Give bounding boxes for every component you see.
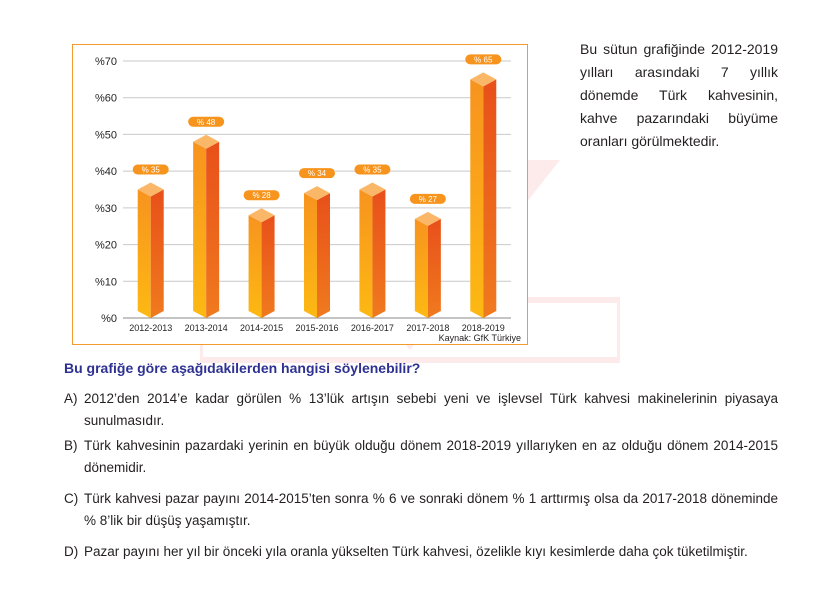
- value-label-bg: [188, 116, 225, 127]
- bar-side: [317, 193, 330, 318]
- bar-side: [261, 215, 275, 318]
- x-tick-label: 2013-2014: [185, 323, 228, 333]
- option-a[interactable]: A) 2012’den 2014’e kadar görülen % 13’lü…: [64, 388, 778, 432]
- x-tick-label: 2016-2017: [351, 323, 394, 333]
- x-tick-label: 2015-2016: [295, 323, 338, 333]
- y-tick-label: %20: [95, 240, 117, 252]
- bar-top: [470, 72, 497, 87]
- question-text: Bu grafiğe göre aşağıdakilerden hangisi …: [64, 360, 421, 376]
- value-label: % 65: [474, 55, 493, 64]
- bar-front: [304, 193, 317, 318]
- x-tick-label: 2017-2018: [406, 323, 449, 333]
- value-label: % 35: [363, 166, 382, 175]
- value-label-bg: [132, 164, 169, 175]
- option-letter: C): [64, 491, 79, 506]
- y-tick-label: %70: [95, 56, 117, 68]
- bar-top: [248, 208, 275, 223]
- y-tick-label: %60: [95, 93, 117, 105]
- bar-side: [427, 218, 441, 318]
- option-letter: B): [64, 438, 78, 453]
- value-label-bg: [354, 164, 391, 175]
- bar-front: [359, 189, 373, 318]
- value-label-bg: [243, 190, 280, 201]
- option-text: 2012’den 2014’e kadar görülen % 13’lük a…: [84, 391, 778, 428]
- bar-side: [150, 189, 164, 318]
- value-label-bg: [465, 54, 502, 65]
- bar-front: [248, 215, 262, 318]
- bar-side: [206, 141, 220, 318]
- option-letter: A): [64, 391, 78, 406]
- bar-top: [304, 186, 330, 201]
- option-text: Pazar payını her yıl bir önceki yıla ora…: [84, 544, 748, 559]
- value-label: % 34: [308, 169, 327, 178]
- option-d[interactable]: D) Pazar payını her yıl bir önceki yıla …: [64, 541, 778, 563]
- option-text: Türk kahvesi pazar payını 2014-2015’ten …: [84, 491, 778, 528]
- value-label: % 27: [419, 195, 438, 204]
- chart-description: Bu sütun grafiğinde 2012-2019 yılları ar…: [580, 41, 778, 149]
- y-tick-label: %50: [95, 129, 117, 141]
- bar-side: [483, 79, 497, 318]
- value-label-bg: [409, 193, 446, 204]
- bar-side: [372, 189, 386, 318]
- bar-top: [137, 182, 164, 197]
- bar-front: [193, 141, 207, 318]
- y-tick-label: %10: [95, 276, 117, 288]
- y-tick-label: %40: [95, 166, 117, 178]
- bar-top: [414, 211, 441, 226]
- option-letter: D): [64, 544, 79, 559]
- source-label: Kaynak: GfK Türkiye: [439, 333, 521, 343]
- y-tick-label: %30: [95, 203, 117, 215]
- bar-front: [470, 79, 484, 318]
- option-text: Türk kahvesinin pazardaki yerinin en büy…: [84, 438, 778, 475]
- y-tick-label: %0: [101, 313, 117, 325]
- option-b[interactable]: B) Türk kahvesinin pazardaki yerinin en …: [64, 435, 778, 479]
- bar-top: [193, 134, 220, 149]
- value-label: % 35: [142, 166, 161, 175]
- bar-front: [414, 218, 428, 318]
- bar-front: [137, 189, 151, 318]
- value-label: % 28: [252, 191, 271, 200]
- option-c[interactable]: C) Türk kahvesi pazar payını 2014-2015’t…: [64, 488, 778, 532]
- value-label-bg: [299, 168, 335, 179]
- bar-chart: %0 %10 %20 %30 %40 %50 %60 %70 % 35 2012-2013 % 48…: [95, 54, 521, 343]
- value-label: % 48: [197, 118, 216, 127]
- x-tick-label: 2014-2015: [240, 323, 283, 333]
- chart-container: %0 %10 %20 %30 %40 %50 %60 %70 % 35 2012-2013 % 48…: [72, 44, 528, 345]
- x-tick-label: 2012-2013: [129, 323, 172, 333]
- x-tick-label: 2018-2019: [462, 323, 505, 333]
- bar-top: [359, 182, 386, 197]
